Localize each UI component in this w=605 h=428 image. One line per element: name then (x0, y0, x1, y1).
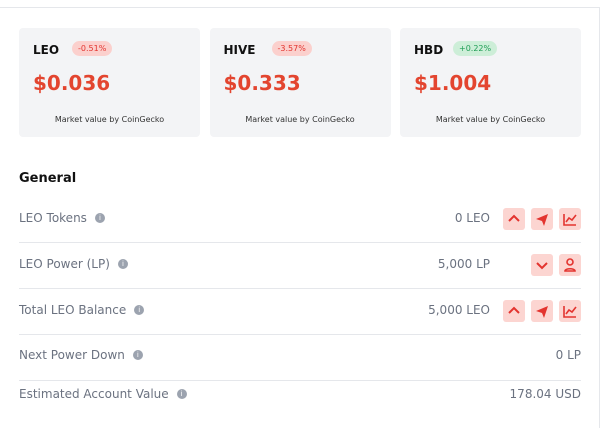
row-value: 178.04 USD (509, 387, 581, 401)
icon (536, 306, 548, 318)
label-text: LEO Power (LP) (19, 257, 110, 271)
icon (508, 306, 520, 314)
icon (563, 306, 577, 318)
row-label: LEO Power (LP) i (19, 257, 128, 271)
page: LEO -0.51% $0.036 Market value by CoinGecko… (0, 7, 600, 428)
info-icon[interactable]: i (134, 305, 145, 315)
info-icon[interactable]: i (94, 213, 105, 223)
row-label: Next Power Down i (19, 348, 143, 362)
change-badge: -3.57% (271, 41, 312, 56)
action-button[interactable] (531, 254, 553, 276)
balance-row: LEO Power (LP) i 5,000 LP (19, 242, 581, 289)
label-text: Next Power Down (19, 348, 125, 362)
price-card: LEO -0.51% $0.036 Market value by CoinGecko (19, 28, 200, 137)
info-icon[interactable]: i (132, 350, 143, 360)
label-text: Total LEO Balance (19, 303, 127, 317)
info-icon[interactable]: i (117, 259, 128, 269)
change-badge: -0.51% (72, 41, 113, 56)
action-buttons (503, 300, 581, 322)
source-note: Market value by CoinGecko (245, 115, 355, 124)
icon (564, 258, 576, 272)
row-value: 5,000 LP (437, 257, 490, 271)
action-button[interactable] (531, 208, 553, 230)
label-text: Estimated Account Value (19, 387, 169, 401)
row-value: 0 LP (555, 348, 581, 362)
action-button[interactable] (559, 208, 581, 230)
section-title: General (19, 171, 77, 186)
balance-row: Total LEO Balance i 5,000 LEO (19, 288, 581, 335)
symbol: HIVE (223, 43, 256, 57)
row-label: LEO Tokens i (19, 211, 105, 225)
balance-row: Next Power Down i 0 LP (19, 334, 581, 381)
price: $0.333 (223, 71, 301, 95)
price-card: HBD +0.22% $1.004 Market value by CoinGecko (400, 28, 581, 137)
price: $1.004 (414, 71, 492, 95)
frame (0, 7, 600, 428)
balance-row: LEO Tokens i 0 LEO (19, 196, 581, 243)
action-button[interactable] (531, 300, 553, 322)
icon (536, 214, 548, 226)
action-buttons (503, 208, 581, 230)
balance-row: Estimated Account Value i 178.04 USD (19, 376, 581, 422)
icon (508, 214, 520, 222)
source-note: Market value by CoinGecko (435, 115, 546, 124)
icon (536, 262, 548, 270)
action-button[interactable] (559, 300, 581, 322)
symbol: LEO (33, 43, 60, 57)
info-icon[interactable]: i (176, 389, 187, 399)
action-buttons (531, 254, 581, 276)
label-text: LEO Tokens (19, 211, 87, 225)
symbol: HBD (414, 43, 444, 57)
source-note: Market value by CoinGecko (54, 115, 165, 124)
action-button[interactable] (503, 300, 525, 322)
row-label: Estimated Account Value i (19, 387, 187, 401)
row-value: 5,000 LEO (428, 303, 490, 317)
price: $0.036 (33, 71, 111, 95)
row-value: 0 LEO (454, 211, 490, 225)
icon (563, 214, 577, 226)
price-card: HIVE -3.57% $0.333 Market value by CoinGeck… (209, 28, 391, 137)
action-button[interactable] (559, 254, 581, 276)
change-badge: +0.22% (453, 41, 498, 56)
action-button[interactable] (503, 208, 525, 230)
row-label: Total LEO Balance i (19, 303, 145, 317)
